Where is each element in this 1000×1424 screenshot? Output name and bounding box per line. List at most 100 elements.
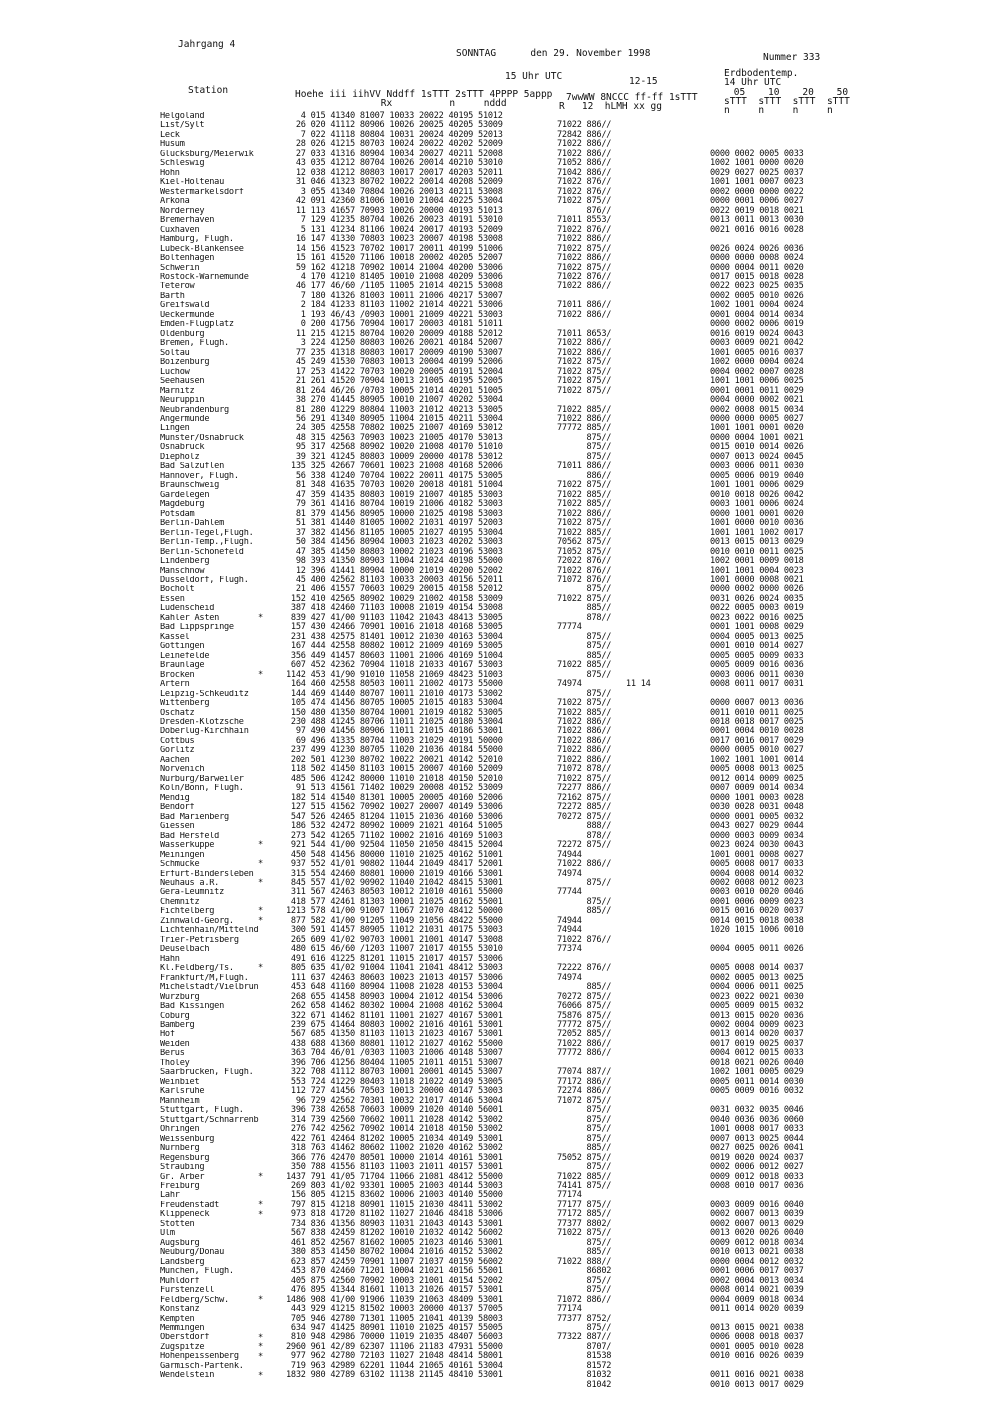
station-name: Bremerhaven: [160, 216, 215, 226]
synop-row: 47 385 41450 80803 10002 21023 40196 530…: [286, 546, 503, 557]
station-name: Nürburg/Barweiler: [160, 774, 244, 784]
soil-temp-cell: 0003 0009 0016 0040: [710, 1199, 804, 1210]
station-name: Trier-Petrisberg: [160, 935, 239, 945]
weather-cell: 71022 885//: [557, 404, 612, 415]
synop-row: 1437 791 41/05 71704 11066 21081 48412 5…: [286, 1171, 503, 1182]
synop-row: 45 249 41530 70803 10013 20004 40199 520…: [286, 357, 503, 368]
soil-temp-cell: 0000 0007 0013 0036: [710, 698, 804, 709]
synop-row: 311 567 42463 80503 10012 21010 40161 55…: [286, 887, 503, 898]
soil-temp-cell: 0000 0000 0008 0024: [710, 253, 804, 264]
station-name: Berlin-Tegel,Flugh.: [160, 528, 254, 538]
weather-cell: 71052 886//: [557, 158, 612, 169]
synop-row: 269 803 41/02 93301 10005 21003 40144 53…: [286, 1180, 503, 1191]
soil-temp-cell: 0003 0006 0011 0030: [710, 461, 804, 472]
soil-temp-cell: 0001 0006 0017 0037: [710, 1266, 804, 1277]
weather-cell: 71022 886//: [557, 120, 612, 131]
station-name: Bendorf: [160, 803, 195, 813]
synop-row: 164 460 42558 80503 10011 21002 40173 55…: [286, 679, 503, 690]
station-name: Michelstadt/Vielbrun: [160, 983, 259, 993]
station-name: Schmücke: [160, 860, 200, 870]
station-name: Oldenburg: [160, 329, 205, 339]
station-name: Bad Lippspringe: [160, 623, 234, 633]
station-name: Nürnberg: [160, 1144, 200, 1154]
synop-row: 318 763 41462 80602 11002 21020 40162 53…: [286, 1143, 503, 1154]
weather-cell: 71072 886//: [557, 1294, 612, 1305]
mountain-station-marker: *: [258, 1351, 263, 1362]
soil-temp-cell: [710, 131, 804, 140]
weather-cell: 71022 885//: [557, 527, 612, 538]
soil-temp-cell: 0006 0008 0018 0037: [710, 1332, 804, 1343]
synop-row: 69 496 41335 80704 11003 21029 40191 500…: [286, 735, 503, 746]
weather-cell: 71022 875//: [557, 480, 612, 491]
soil-temp-cell: 0019 0020 0024 0037: [710, 1152, 804, 1163]
soil-temp-cell: 0002 0007 0013 0029: [710, 1218, 804, 1229]
soil-temp-cell: 0004 0009 0018 0034: [710, 1294, 804, 1305]
station-name: Zinnwald-Georg.: [160, 916, 234, 926]
soil-temp-cell: 0010 0016 0026 0039: [710, 1351, 804, 1362]
station-name: Hohenpeissenberg: [160, 1352, 239, 1362]
weather-cell: 71022 886//: [557, 309, 612, 320]
station-name: Ueckermünde: [160, 310, 215, 320]
weather-cell: 875//: [557, 688, 612, 699]
synop-row: 118 502 41450 81103 10015 20007 40160 52…: [286, 764, 503, 775]
mountain-station-marker: *: [258, 1332, 263, 1343]
mountain-station-marker: *: [258, 1342, 263, 1353]
synop-row: 921 544 41/00 92504 11050 21050 48415 52…: [286, 840, 503, 851]
synop-row: 77 235 41318 80803 10017 20009 40190 530…: [286, 347, 503, 358]
synop-row: 81 280 41229 80804 11003 21012 40213 530…: [286, 404, 503, 415]
synop-row: 48 315 42563 70903 10023 21005 40170 530…: [286, 432, 503, 443]
synop-row: 56 291 41340 80905 11004 21015 40211 530…: [286, 414, 503, 424]
synop-row: 43 035 41212 80704 10026 20014 40210 530…: [286, 158, 503, 169]
station-name: Berlin-Temp.,Flugh.: [160, 538, 254, 548]
synop-row: 112 727 41456 70503 10013 20000 40147 53…: [286, 1086, 503, 1097]
soil-temp-cell: 0021 0016 0016 0028: [710, 224, 804, 235]
station-name: Fichtelberg: [160, 907, 215, 917]
soil-temp-cell: 1001 1001 1002 0017: [710, 527, 804, 538]
weather-cell: 81032: [557, 1370, 612, 1381]
soil-temp-cell: 0043 0027 0029 0044: [710, 821, 804, 832]
station-name: Gr. Arber: [160, 1172, 205, 1182]
mountain-station-marker: *: [258, 669, 263, 680]
soil-temp-cell: 1001 0001 0008 0027: [710, 849, 804, 860]
soil-temp-cell: 0023 0022 0021 0030: [710, 991, 804, 1002]
synop-row: 202 501 41230 80702 10022 20021 40142 52…: [286, 754, 503, 765]
weather-cell: 875//: [557, 877, 612, 888]
weather-cell: 71022 875//: [557, 262, 612, 273]
weather-cell: 875//: [557, 442, 612, 453]
station-name: Hof: [160, 1030, 175, 1040]
soil-temp-cell: 0001 0004 0010 0028: [710, 726, 804, 737]
station-name: Hahn: [160, 954, 180, 964]
synop-row: 265 609 41/02 90703 10001 21001 40147 53…: [286, 934, 503, 945]
station-name: Tholey: [160, 1058, 190, 1068]
synop-row: 91 513 41561 71402 10029 20008 40152 530…: [286, 783, 503, 794]
station-name: Emden-Flugplatz: [160, 320, 234, 330]
station-name: Braunschweig: [160, 481, 220, 491]
weather-cell: 70272 875//: [557, 811, 612, 822]
synop-row: 973 818 41720 81102 11027 21046 48418 53…: [286, 1209, 503, 1220]
synop-row: 21 261 41520 70904 10013 21005 40195 520…: [286, 376, 503, 387]
weather-cell: 72162 875//: [557, 792, 612, 803]
soil-temp-cell: 1001 0000 0010 0036: [710, 518, 804, 529]
synop-row: 7 129 41235 80704 10026 20023 40191 5301…: [286, 215, 503, 226]
synop-row: 1486 908 41/00 91906 11039 21063 48409 5…: [286, 1294, 503, 1305]
station-name: Bocholt: [160, 585, 195, 595]
synop-row: 315 554 42460 80801 10000 21019 40166 53…: [286, 868, 503, 879]
mountain-station-marker: *: [258, 612, 263, 623]
synop-row: 17 253 41422 70703 10020 20005 40191 520…: [286, 366, 503, 377]
weather-cell: 71072 876//: [557, 574, 612, 585]
weather-cell: 71022 886//: [557, 234, 612, 245]
weather-cell: 74974: [557, 868, 582, 879]
weather-cell: 71022 885//: [557, 707, 612, 718]
weather-cell: 71022 875//: [557, 385, 612, 396]
synop-row: 1 193 46/43 /0903 10001 21009 40221 5300…: [286, 309, 503, 320]
soil-temp-cell: 0030 0028 0031 0048: [710, 802, 804, 813]
weather-cell: 81538: [557, 1351, 612, 1362]
weather-cell: 885//: [557, 906, 612, 917]
soil-temp-cell: 1002 1001 0000 0020: [710, 158, 804, 169]
weather-cell: 875//: [557, 631, 612, 642]
weather-cell: 72272 885//: [557, 802, 612, 813]
synop-row: 24 305 42558 70802 10025 21007 40169 530…: [286, 423, 503, 434]
soil-temp-cell: 0002 0005 0013 0025: [710, 972, 804, 983]
station-name: Giessen: [160, 822, 195, 832]
synop-row: 805 635 41/02 91004 11041 21041 48412 53…: [286, 963, 503, 974]
